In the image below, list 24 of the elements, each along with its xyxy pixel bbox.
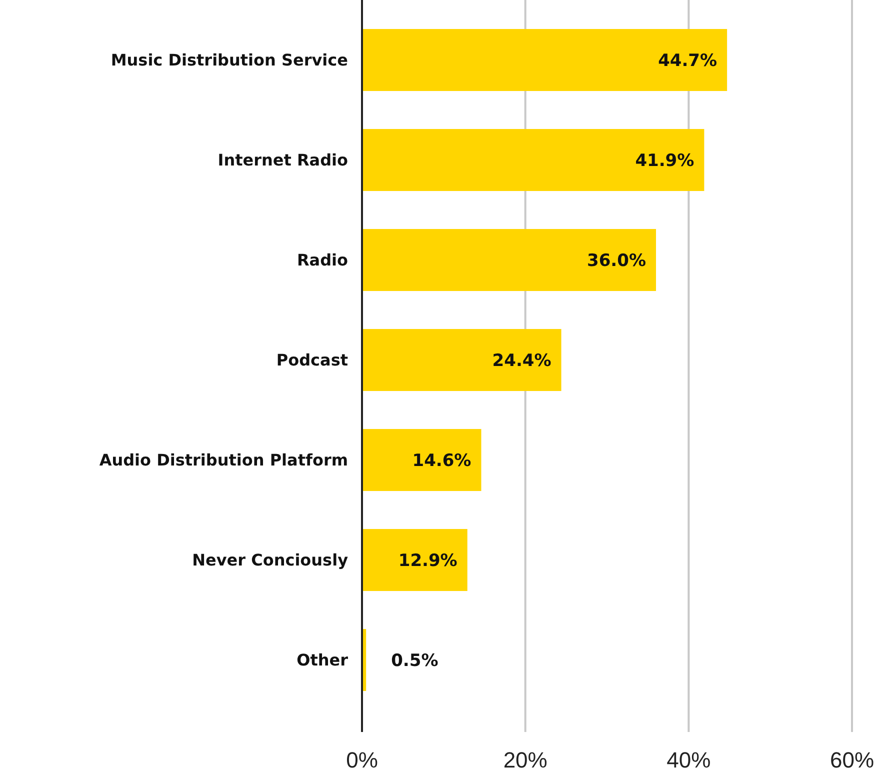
data-label: 14.6% [412, 450, 472, 471]
data-label: 41.9% [635, 150, 694, 171]
data-label: 36.0% [587, 250, 646, 271]
data-label: 12.9% [398, 550, 458, 571]
x-tick-label: 60% [830, 748, 874, 773]
bar [362, 129, 704, 191]
bar [362, 429, 482, 491]
bar [362, 529, 468, 591]
y-tick-label: Radio [296, 250, 348, 270]
data-label: 0.5% [391, 650, 438, 671]
data-label: 44.7% [658, 50, 718, 71]
y-tick-label: Music Distribution Service [110, 50, 348, 70]
x-tick-label: 20% [503, 748, 548, 773]
y-tick-label: Other [296, 650, 348, 670]
y-tick-label: Podcast [276, 350, 348, 370]
y-tick-label: Never Conciously [192, 550, 349, 570]
bar [362, 29, 728, 91]
bar [362, 229, 656, 291]
y-tick-label: Audio Distribution Platform [99, 450, 348, 470]
bar [362, 329, 562, 391]
x-tick-label: 0% [346, 748, 378, 773]
data-label: 24.4% [492, 350, 552, 371]
y-tick-label: Internet Radio [218, 150, 348, 170]
x-tick-label: 40% [666, 748, 711, 773]
